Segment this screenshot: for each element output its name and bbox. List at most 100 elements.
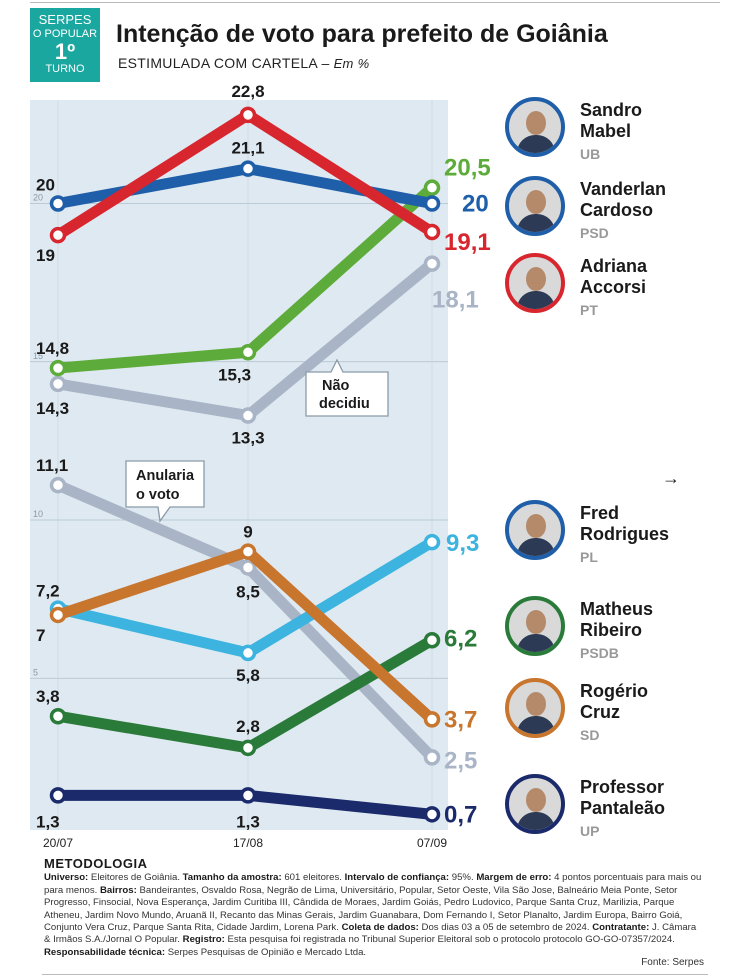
subtitle-text: ESTIMULADA COM CARTELA – bbox=[118, 55, 330, 71]
candidate-first-name: Fred bbox=[580, 503, 620, 523]
badge-round-label: TURNO bbox=[45, 63, 85, 75]
data-point-fred-rodrigues bbox=[239, 644, 257, 662]
data-label: 2,8 bbox=[236, 717, 260, 736]
data-point-sandro-mabel bbox=[49, 195, 67, 212]
candidate-last-name: Mabel bbox=[580, 121, 632, 141]
badge-round-number: 1º bbox=[54, 39, 76, 64]
data-point-nao-decidiu bbox=[423, 255, 441, 272]
candidate-party: PSDB bbox=[580, 645, 619, 661]
y-tick-label: 5 bbox=[33, 667, 38, 677]
serpes-badge: SERPES O POPULAR 1º TURNO bbox=[30, 8, 100, 82]
data-point-matheus-ribeiro bbox=[423, 632, 441, 649]
methodology-text: Universo: Eleitores de Goiânia. Tamanho … bbox=[44, 872, 702, 958]
top-rule bbox=[30, 2, 720, 3]
data-point-adriana-accorsi bbox=[239, 344, 257, 361]
data-label: 20,5 bbox=[444, 155, 491, 182]
candidate-party: SD bbox=[580, 727, 600, 743]
source-credit: Fonte: Serpes bbox=[641, 957, 704, 968]
candidate-last-name: Ribeiro bbox=[580, 620, 643, 640]
data-point-rogerio-cruz bbox=[423, 711, 441, 728]
candidate-first-name: Matheus bbox=[580, 599, 654, 619]
candidate-photo bbox=[505, 176, 565, 236]
candidate-photo bbox=[505, 253, 565, 313]
candidate-photo bbox=[505, 678, 565, 738]
data-label: 9,3 bbox=[446, 530, 479, 557]
candidate-party: PT bbox=[580, 302, 598, 318]
data-label: 20 bbox=[462, 191, 489, 218]
methodology: METODOLOGIA Universo: Eleitores de Goiân… bbox=[44, 856, 704, 959]
callout-box-anularia bbox=[125, 460, 205, 523]
y-tick-label: 15 bbox=[33, 351, 43, 361]
data-point-sandro-mabel bbox=[239, 160, 257, 177]
data-label: 8,5 bbox=[236, 582, 260, 601]
data-point-anularia-o-voto bbox=[423, 749, 441, 766]
x-tick-label: 20/07 bbox=[43, 836, 73, 850]
badge-source: SERPES bbox=[38, 12, 92, 27]
data-point-matheus-ribeiro bbox=[239, 739, 257, 757]
data-label: 18,1 bbox=[432, 287, 479, 314]
unit-label: Em % bbox=[333, 56, 370, 71]
candidate-party: UB bbox=[580, 146, 601, 162]
data-label: 22,8 bbox=[231, 82, 264, 101]
candidate-first-name: Rogério bbox=[580, 681, 649, 701]
candidate-first-name: Adriana bbox=[580, 256, 648, 276]
candidate-last-name: Cruz bbox=[580, 702, 620, 722]
data-point-rogerio-cruz bbox=[49, 606, 67, 624]
callout-text: o voto bbox=[136, 487, 180, 503]
data-label: 19 bbox=[36, 246, 55, 265]
candidate-first-name: Sandro bbox=[580, 100, 643, 120]
candidate-photo bbox=[505, 97, 565, 157]
candidate-card: Fred Rodrigues PL bbox=[505, 500, 725, 572]
candidate-card: Adriana Accorsi PT bbox=[505, 253, 725, 325]
candidate-party: UP bbox=[580, 823, 600, 839]
candidate-last-name: Accorsi bbox=[580, 277, 647, 297]
chart-subtitle: ESTIMULADA COM CARTELA – Em % bbox=[118, 55, 369, 71]
data-point-vanderlan-cardoso bbox=[49, 226, 67, 244]
arrow-icon: → bbox=[662, 468, 680, 488]
data-label: 5,8 bbox=[236, 666, 260, 685]
candidate-last-name: Rodrigues bbox=[580, 524, 670, 544]
data-point-anularia-o-voto bbox=[49, 476, 67, 494]
callout-text: decidiu bbox=[319, 396, 370, 412]
data-label: 7,2 bbox=[36, 582, 60, 601]
data-point-vanderlan-cardoso bbox=[423, 223, 441, 241]
data-point-rogerio-cruz bbox=[239, 543, 257, 560]
data-label: 2,5 bbox=[444, 747, 477, 774]
y-tick-label: 10 bbox=[33, 509, 43, 519]
data-point-sandro-mabel bbox=[423, 195, 441, 212]
data-point-anularia-o-voto bbox=[239, 559, 257, 576]
candidate-photo bbox=[505, 774, 565, 834]
data-label: 19,1 bbox=[444, 229, 491, 256]
badge-publisher: O POPULAR bbox=[32, 28, 98, 40]
data-label: 11,1 bbox=[36, 456, 68, 475]
data-label: 3,8 bbox=[36, 687, 60, 706]
data-label: 20 bbox=[36, 176, 55, 195]
candidate-last-name: Cardoso bbox=[580, 200, 654, 220]
chart-title: Intenção de voto para prefeito de Goiâni… bbox=[116, 20, 608, 48]
data-label: 21,1 bbox=[231, 139, 264, 158]
candidate-party: PL bbox=[580, 549, 598, 565]
data-label: 1,3 bbox=[36, 812, 60, 831]
data-point-professor-pantaleao bbox=[239, 787, 257, 804]
bottom-rule bbox=[42, 974, 708, 975]
candidate-first-name: Professor bbox=[580, 777, 665, 797]
candidate-card: Vanderlan Cardoso PSD bbox=[505, 176, 725, 248]
data-label: 15,3 bbox=[218, 365, 251, 384]
x-tick-label: 17/08 bbox=[233, 836, 263, 850]
data-label: 1,3 bbox=[236, 812, 260, 831]
data-label: 0,7 bbox=[444, 801, 477, 828]
data-point-matheus-ribeiro bbox=[49, 707, 67, 725]
y-tick-label: 20 bbox=[33, 193, 43, 203]
data-point-nao-decidiu bbox=[239, 407, 257, 424]
candidate-photo bbox=[505, 500, 565, 560]
methodology-heading: METODOLOGIA bbox=[44, 856, 148, 871]
data-label: 13,3 bbox=[231, 429, 264, 448]
data-label: 14,3 bbox=[36, 399, 69, 418]
data-label: 9 bbox=[243, 523, 252, 542]
data-point-professor-pantaleao bbox=[49, 787, 67, 804]
candidate-card: Rogério Cruz SD bbox=[505, 678, 725, 750]
data-label: 6,2 bbox=[444, 625, 477, 652]
data-point-adriana-accorsi bbox=[423, 179, 441, 196]
data-label: 7 bbox=[36, 626, 45, 645]
